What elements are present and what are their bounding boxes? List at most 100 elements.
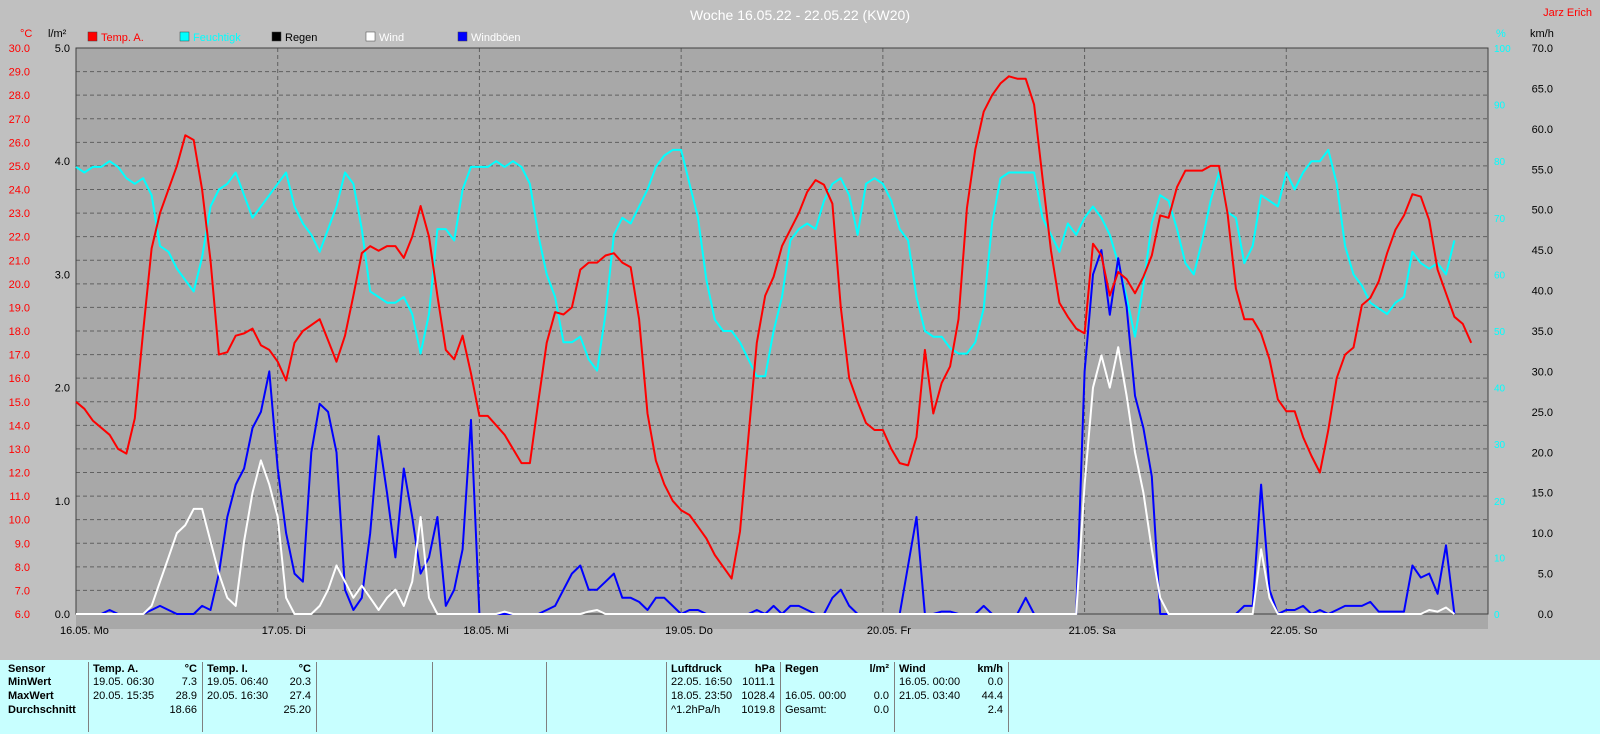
max-label: MaxWert xyxy=(8,690,54,702)
wind-tick-label: 10.0 xyxy=(1532,528,1553,540)
temp-tick-label: 19.0 xyxy=(9,302,30,314)
series-line-temp-a- xyxy=(75,75,1473,580)
legend-label: Wind xyxy=(379,32,404,44)
y-axes-left: 6.0 7.0 8.0 9.0 10.0 11.0 12.0 13.0 14.0 15.0 16.0… xyxy=(9,43,70,621)
temp-tick-label: 27.0 xyxy=(9,114,30,126)
temp-tick-label: 30.0 xyxy=(9,43,30,55)
temp-a-min-time: 19.05. 06:30 xyxy=(93,676,155,688)
wind-tick-label: 70.0 xyxy=(1532,43,1553,55)
rain-unit: l/m² xyxy=(869,663,889,675)
temp-tick-label: 15.0 xyxy=(9,397,30,409)
pressure-max-time: 18.05. 23:50 xyxy=(671,690,733,702)
rain-tick-label: 2.0 xyxy=(55,383,70,395)
grid xyxy=(75,47,1489,615)
avg-label: Durchschnitt xyxy=(8,704,76,716)
series-line-windb-en xyxy=(76,249,1456,615)
humidity-tick-label: 0 xyxy=(1494,610,1500,621)
plot-area xyxy=(76,48,1488,629)
x-tick-label: 16.05. Mo xyxy=(60,625,109,637)
rain-total: 0.0 xyxy=(873,704,889,716)
temp-tick-label: 11.0 xyxy=(9,491,30,503)
stats-pressure: Luftdruck hPa 22.05. 16:50 1011.1 18.05. 2… xyxy=(666,662,779,732)
humidity-tick-label: 80 xyxy=(1494,157,1506,168)
wind-tick-label: 35.0 xyxy=(1532,326,1553,338)
wind-unit: km/h xyxy=(977,663,1003,675)
temp-a-min-val: 7.3 xyxy=(181,676,197,688)
x-tick-label: 21.05. Sa xyxy=(1069,625,1117,637)
wind-title: Wind xyxy=(899,663,926,675)
temp-tick-label: 6.0 xyxy=(15,609,30,621)
stats-wind: Wind km/h 16.05. 00:00 0.0 21.05. 03:40 44.… xyxy=(894,662,1007,732)
temp-i-unit: °C xyxy=(298,663,311,675)
temp-tick-label: 21.0 xyxy=(9,255,30,267)
legend-swatch xyxy=(179,31,190,42)
wind-tick-label: 30.0 xyxy=(1532,366,1553,378)
temp-tick-label: 29.0 xyxy=(9,67,30,79)
humidity-tick-label: 10 xyxy=(1494,553,1506,564)
temp-tick-label: 20.0 xyxy=(9,279,30,291)
temp-a-max-time: 20.05. 15:35 xyxy=(93,690,155,702)
min-label: MinWert xyxy=(8,676,52,688)
stats-rain: Regen l/m² 16.05. 00:00 0.0 Gesamt: 0.0 xyxy=(780,662,893,732)
stats-temp-a: Temp. A. °C 19.05. 06:30 7.3 20.05. 15:35 2… xyxy=(88,662,201,732)
rain-title: Regen xyxy=(785,663,819,675)
wind-tick-label: 5.0 xyxy=(1538,569,1553,581)
rain-tick-label: 0.0 xyxy=(55,609,70,621)
temp-tick-label: 17.0 xyxy=(9,350,30,362)
temp-tick-label: 25.0 xyxy=(9,161,30,173)
pressure-title: Luftdruck xyxy=(671,663,722,675)
pressure-max-val: 1028.4 xyxy=(741,690,775,702)
temp-tick-label: 24.0 xyxy=(9,185,30,197)
wind-max-time: 21.05. 03:40 xyxy=(899,690,961,702)
sensor-label: Sensor xyxy=(8,663,46,675)
rain-max-val: 0.0 xyxy=(873,690,889,702)
humidity-tick-label: 60 xyxy=(1494,270,1506,281)
temp-tick-label: 22.0 xyxy=(9,232,30,244)
temp-tick-label: 26.0 xyxy=(9,137,30,149)
legend-swatch xyxy=(365,31,376,42)
wind-min-time: 16.05. 00:00 xyxy=(899,676,961,688)
humidity-tick-label: 70 xyxy=(1494,214,1506,225)
humidity-tick-label: 50 xyxy=(1494,327,1506,338)
legend-swatch xyxy=(87,31,98,42)
pressure-avg: 1019.8 xyxy=(741,704,775,716)
pressure-min-time: 22.05. 16:50 xyxy=(671,676,733,688)
y-axes-right: 0 10 20 30 40 50 60 70 80 90 100 0.0 5.0 10.0 15.0 20.0… xyxy=(1494,43,1553,621)
temp-tick-label: 16.0 xyxy=(9,373,30,385)
pressure-trend: ^1.2hPa/h xyxy=(671,704,721,716)
temp-tick-label: 12.0 xyxy=(9,468,30,480)
pressure-min-val: 1011.1 xyxy=(742,676,775,688)
stats-empty-2 xyxy=(432,662,545,732)
temp-tick-label: 18.0 xyxy=(9,326,30,338)
rain-total-label: Gesamt: xyxy=(785,704,827,716)
legend-label: Windböen xyxy=(471,32,521,44)
temp-a-avg: 18.66 xyxy=(169,704,197,716)
stats-empty-4 xyxy=(1008,662,1599,732)
rain-tick-label: 5.0 xyxy=(55,43,70,55)
wind-tick-label: 60.0 xyxy=(1532,124,1553,136)
rain-axis-unit: l/m² xyxy=(48,28,67,40)
humidity-tick-label: 40 xyxy=(1494,384,1506,395)
x-axis: 16.05. Mo 17.05. Di 18.05. Mi 19.05. Do 20.0… xyxy=(60,625,1317,637)
stats-temp-i: Temp. I. °C 19.05. 06:40 20.3 20.05. 16:30… xyxy=(202,662,315,732)
stats-labels: Sensor MinWert MaxWert Durchschnitt xyxy=(4,662,88,732)
wind-tick-label: 40.0 xyxy=(1532,286,1553,298)
temp-i-avg: 25.20 xyxy=(283,704,311,716)
wind-tick-label: 55.0 xyxy=(1532,164,1553,176)
temp-axis-unit: °C xyxy=(20,28,32,40)
temp-tick-label: 9.0 xyxy=(15,538,30,550)
wind-tick-label: 65.0 xyxy=(1532,83,1553,95)
temp-i-title: Temp. I. xyxy=(207,663,248,675)
author-label: Jarz Erich xyxy=(1543,7,1592,19)
wind-axis-unit: km/h xyxy=(1530,28,1554,40)
legend: Temp. A. Feuchtigk Regen Wind Windböen xyxy=(87,31,521,44)
legend-label: Feuchtigk xyxy=(193,32,241,44)
wind-tick-label: 15.0 xyxy=(1532,488,1553,500)
stats-empty-3 xyxy=(546,662,665,732)
stats-panel: Sensor MinWert MaxWert Durchschnitt Temp… xyxy=(0,660,1600,734)
temp-i-min-time: 19.05. 06:40 xyxy=(207,676,269,688)
temp-i-min-val: 20.3 xyxy=(289,676,311,688)
temp-a-unit: °C xyxy=(184,663,197,675)
rain-max-time: 16.05. 00:00 xyxy=(785,690,847,702)
rain-tick-label: 4.0 xyxy=(55,156,70,168)
